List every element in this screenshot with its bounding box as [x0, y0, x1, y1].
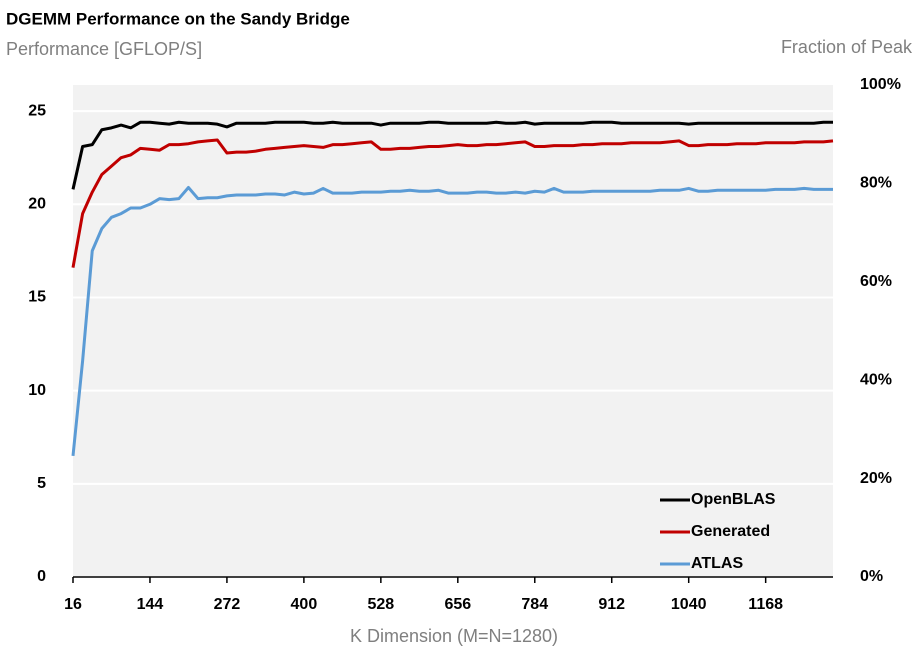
- x-tick-label: 144: [137, 596, 164, 613]
- x-tick-label: 16: [64, 596, 82, 613]
- y2-tick-label: 40%: [860, 371, 892, 388]
- y2-axis-label: Fraction of Peak: [781, 37, 913, 57]
- y-axis-label: Performance [GFLOP/S]: [6, 39, 202, 59]
- y-tick-label: 25: [28, 102, 46, 119]
- legend-label: OpenBLAS: [691, 491, 776, 508]
- legend-label: ATLAS: [691, 555, 743, 572]
- x-tick-label: 1168: [748, 596, 783, 613]
- plot-background: [73, 85, 833, 577]
- series-line: [71, 138, 834, 268]
- x-tick-label: 656: [444, 596, 471, 613]
- y-tick-label: 20: [28, 195, 46, 212]
- x-axis-label: K Dimension (M=N=1280): [350, 626, 558, 646]
- y2-tick-label: 0%: [860, 568, 883, 585]
- chart-title: DGEMM Performance on the Sandy Bridge: [6, 9, 350, 28]
- legend-label: Generated: [691, 523, 770, 540]
- series-line: [71, 120, 833, 190]
- y-tick-label: 5: [37, 475, 46, 492]
- y-tick-label: 15: [28, 289, 46, 306]
- y-tick-label: 10: [28, 382, 46, 399]
- y2-tick-label: 60%: [860, 273, 892, 290]
- x-tick-label: 528: [367, 596, 394, 613]
- x-tick-label: 784: [521, 596, 548, 613]
- x-tick-label: 272: [214, 596, 241, 613]
- x-tick-label: 1040: [671, 596, 707, 613]
- y2-tick-label: 80%: [860, 175, 892, 192]
- series-line: [71, 186, 833, 457]
- x-tick-label: 912: [598, 596, 625, 613]
- y2-tick-label: 100%: [860, 76, 901, 93]
- y-tick-label: 0: [37, 568, 46, 585]
- y2-tick-label: 20%: [860, 470, 892, 487]
- x-tick-label: 400: [291, 596, 318, 613]
